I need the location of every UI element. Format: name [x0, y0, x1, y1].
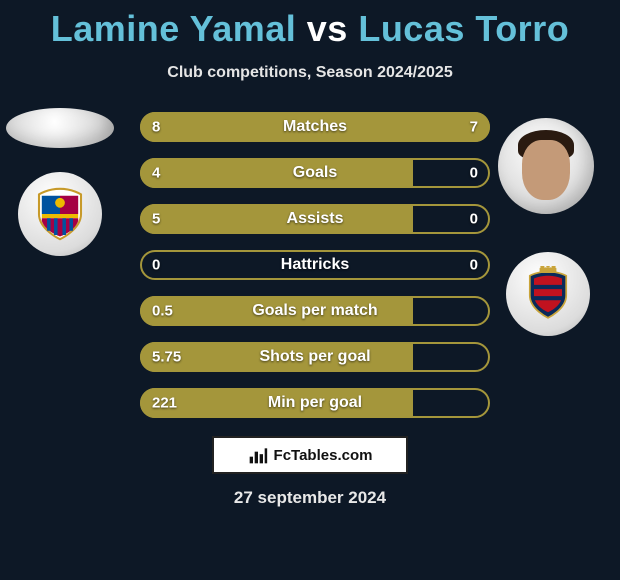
comparison-title: Lamine Yamal vs Lucas Torro — [0, 0, 620, 50]
comparison-stage: 8 Matches 7 4 Goals 0 5 Assists 0 0 Hattricks 0 0.5 G… — [0, 100, 620, 520]
date-text: 27 september 2024 — [234, 488, 386, 508]
stat-value-left: 0 — [152, 257, 160, 274]
player2-club-crest — [506, 252, 590, 336]
chart-icon — [248, 445, 268, 465]
stat-value-right: 7 — [470, 119, 478, 136]
stat-value-left: 221 — [152, 395, 177, 412]
stat-row: 0 Hattricks 0 — [140, 250, 490, 280]
stat-row: 5.75 Shots per goal — [140, 342, 490, 372]
stat-label: Shots per goal — [259, 348, 370, 366]
stat-row: 8 Matches 7 — [140, 112, 490, 142]
stat-label: Goals — [293, 164, 337, 182]
stat-value-right: 0 — [470, 211, 478, 228]
stat-fill-left — [140, 158, 413, 188]
stat-value-left: 5.75 — [152, 349, 181, 366]
subtitle: Club competitions, Season 2024/2025 — [0, 64, 620, 82]
player1-name: Lamine Yamal — [51, 8, 296, 49]
stat-label: Min per goal — [268, 394, 362, 412]
stat-row: 0.5 Goals per match — [140, 296, 490, 326]
stat-fill-left — [140, 204, 413, 234]
vs-text: vs — [307, 8, 348, 49]
brand-text: FcTables.com — [274, 447, 373, 464]
stat-label: Hattricks — [281, 256, 349, 274]
stat-value-left: 4 — [152, 165, 160, 182]
stat-value-left: 8 — [152, 119, 160, 136]
stat-fill-right — [326, 112, 491, 142]
stat-value-right: 0 — [470, 257, 478, 274]
stat-value-left: 5 — [152, 211, 160, 228]
stat-bars: 8 Matches 7 4 Goals 0 5 Assists 0 0 Hattricks 0 0.5 G… — [140, 112, 490, 434]
player2-name: Lucas Torro — [358, 8, 569, 49]
stat-label: Goals per match — [252, 302, 377, 320]
stat-row: 5 Assists 0 — [140, 204, 490, 234]
stat-row: 4 Goals 0 — [140, 158, 490, 188]
stat-value-right: 0 — [470, 165, 478, 182]
player1-avatar — [6, 108, 114, 148]
stat-value-left: 0.5 — [152, 303, 173, 320]
stat-row: 221 Min per goal — [140, 388, 490, 418]
stat-label: Matches — [283, 118, 347, 136]
player1-club-crest — [18, 172, 102, 256]
player2-avatar — [498, 118, 594, 214]
stat-label: Assists — [287, 210, 344, 228]
brand-badge: FcTables.com — [212, 436, 408, 474]
